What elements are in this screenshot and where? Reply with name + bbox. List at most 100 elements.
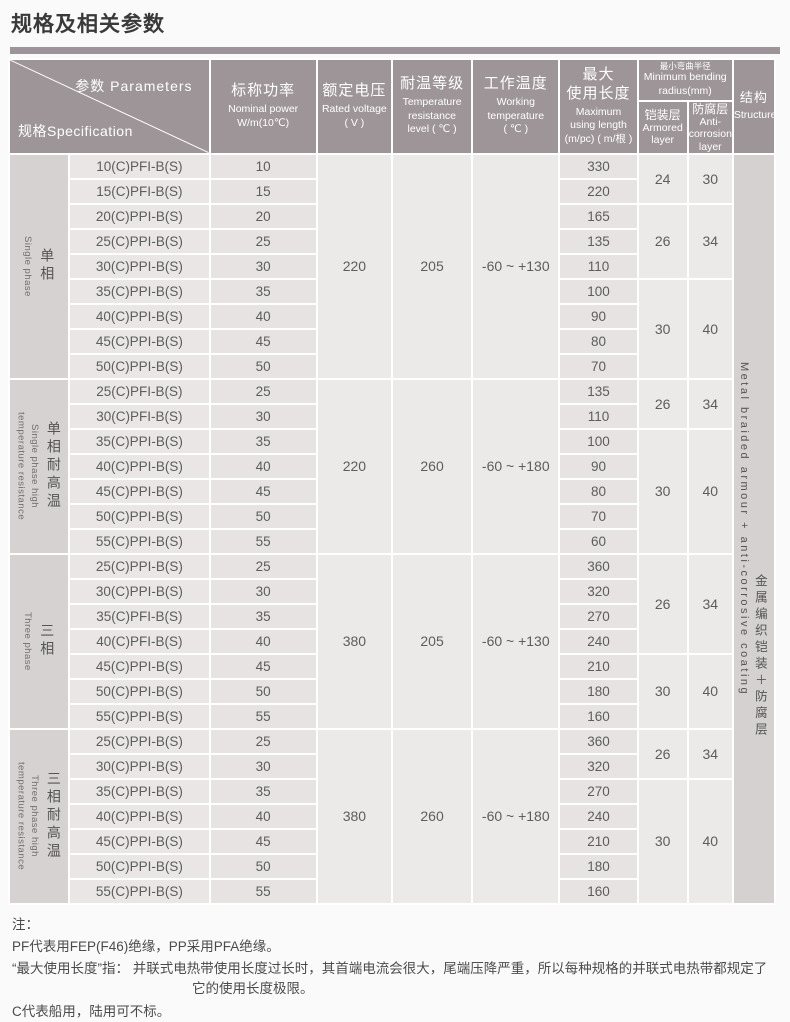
length-cell: 70 (558, 352, 639, 380)
group-label-cn: 三相 (39, 623, 56, 660)
table-row: 50(C)PPI-B(S) 50 70 (9, 502, 775, 530)
length-cell: 320 (558, 752, 639, 780)
header-anticorrosion-layer: 防腐层 Anti- corrosion layer (686, 100, 734, 155)
spec-cell: 30(C)PPI-B(S) (68, 577, 211, 605)
spec-cell: 35(C)PFI-B(S) (68, 602, 211, 630)
table-row: 55(C)PPI-B(S) 55 160 (9, 877, 775, 905)
length-cell: 270 (558, 777, 639, 805)
power-cell: 25 (208, 552, 318, 580)
table-row: 15(C)PFI-B(S) 15 220 (9, 177, 775, 205)
length-cell: 360 (558, 727, 639, 755)
notes-section: 注： PF代表用FEP(F46)绝缘，PP采用PFA绝缘。 “最大使用长度”指：… (12, 915, 778, 1022)
length-cell: 360 (558, 552, 639, 580)
table-row: Single phase 单相 10(C)PFI-B(S) 10 220 205… (7, 152, 777, 905)
anticorrosion-radius-cell: 40 (686, 777, 734, 905)
table-row: 30(C)PPI-B(S) 30 110 (9, 252, 775, 280)
anticorrosion-radius-cell: 30 (686, 152, 734, 205)
anticorrosion-radius-cell: 40 (686, 277, 734, 380)
spec-cell: 45(C)PPI-B(S) (68, 652, 211, 680)
spec-cell: 25(C)PPI-B(S) (68, 727, 211, 755)
length-cell: 90 (558, 452, 639, 480)
spec-cell: 50(C)PPI-B(S) (68, 852, 211, 880)
table-row: Single phase high temperature resistance… (7, 377, 775, 555)
working-temp-cell: -60 ~ +180 (471, 727, 561, 905)
temperature-level-cell: 260 (390, 727, 474, 905)
group-label-three-phase: Three phase 三相 (7, 552, 71, 730)
anticorrosion-radius-cell: 40 (686, 427, 734, 555)
length-cell: 240 (558, 802, 639, 830)
table-row: 20(C)PPI-B(S) 20 165 26 34 (9, 202, 775, 280)
accent-bar (10, 47, 780, 54)
power-cell: 40 (208, 452, 318, 480)
armored-radius-cell: 26 (636, 202, 689, 280)
power-cell: 50 (208, 677, 318, 705)
power-cell: 25 (208, 227, 318, 255)
power-cell: 55 (208, 527, 318, 555)
spec-cell: 40(C)PPI-B(S) (68, 302, 211, 330)
length-cell: 210 (558, 652, 639, 680)
voltage-cell: 380 (315, 727, 393, 905)
group-label-cn: 单相 (39, 248, 56, 285)
armored-radius-cell: 30 (636, 427, 689, 555)
group-label-three-phase-ht: Three phase high temperature resistance … (7, 727, 71, 905)
spec-cell: 40(C)PFI-B(S) (68, 627, 211, 655)
length-cell: 160 (558, 702, 639, 730)
group-label-en: Three phase high temperature resistance (15, 761, 40, 871)
table-row: 45(C)PPI-B(S) 45 210 (9, 827, 775, 855)
power-cell: 50 (208, 502, 318, 530)
table-row: Three phase 三相 25(C)PPI-B(S) 25 380 205 … (7, 552, 775, 730)
table-body: Single phase 单相 10(C)PFI-B(S) 10 220 205… (7, 152, 777, 905)
group-label-cn: 三相耐高温 (45, 771, 62, 862)
armored-radius-cell: 24 (636, 152, 689, 205)
spec-cell: 25(C)PFI-B(S) (68, 377, 211, 405)
anticorrosion-radius-cell: 34 (686, 727, 734, 780)
header-temperature-level-en: Temperature resistance level ( ℃ ) (402, 96, 462, 136)
armored-radius-cell: 26 (636, 377, 689, 430)
header-working-temperature-en: Working temperature ( ℃ ) (487, 96, 545, 136)
length-cell: 180 (558, 677, 639, 705)
table-row: 45(C)PPI-B(S) 45 210 30 40 (9, 652, 775, 730)
table-row: 30(C)PPI-B(S) 30 320 (9, 577, 775, 605)
spec-cell: 45(C)PPI-B(S) (68, 827, 211, 855)
power-cell: 35 (208, 602, 318, 630)
spec-cell: 55(C)PPI-B(S) (68, 702, 211, 730)
spec-cell: 40(C)PPI-B(S) (68, 452, 211, 480)
armored-radius-cell: 30 (636, 277, 689, 380)
corner-parameters-label: 参数 Parameters (75, 78, 193, 94)
spec-cell: 50(C)PPI-B(S) (68, 352, 211, 380)
group-label-single-phase-ht: Single phase high temperature resistance… (7, 377, 71, 555)
spec-cell: 10(C)PFI-B(S) (68, 152, 211, 180)
power-cell: 30 (208, 252, 318, 280)
length-cell: 60 (558, 527, 639, 555)
group-label-single-phase: Single phase 单相 (7, 152, 71, 380)
group-label: Three phase 三相 (11, 612, 67, 671)
length-cell: 80 (558, 327, 639, 355)
spec-cell: 35(C)PPI-B(S) (68, 277, 211, 305)
table-row: 25(C)PPI-B(S) 25 135 (9, 227, 775, 255)
table-row: 50(C)PPI-B(S) 50 180 (9, 852, 775, 880)
header-anticorrosion-layer-en: Anti- corrosion layer (688, 116, 732, 153)
header-anticorrosion-layer-cn: 防腐层 (692, 102, 729, 116)
length-cell: 270 (558, 602, 639, 630)
length-cell: 180 (558, 852, 639, 880)
spec-cell: 25(C)PPI-B(S) (68, 227, 211, 255)
corner-header-cell: 参数 Parameters 规格Specification (8, 58, 211, 155)
header-rated-voltage-cn: 额定电压 (322, 82, 387, 100)
length-cell: 330 (558, 152, 639, 180)
table-row: 35(C)PFI-B(S) 35 270 (9, 602, 775, 630)
power-cell: 25 (208, 377, 318, 405)
header-max-length-en: Maximum using length (m/pc) ( m/根 ) (564, 105, 633, 145)
armored-radius-cell: 30 (636, 652, 689, 730)
spec-cell: 55(C)PPI-B(S) (68, 877, 211, 905)
header-max-length: 最大 使用长度 Maximum using length (m/pc) ( m/… (558, 58, 639, 155)
table-row: 55(C)PPI-B(S) 55 160 (9, 702, 775, 730)
page-title: 规格及相关参数 (11, 13, 165, 36)
spec-cell: 40(C)PPI-B(S) (68, 802, 211, 830)
power-cell: 50 (208, 852, 318, 880)
spec-cell: 25(C)PPI-B(S) (68, 552, 211, 580)
spec-cell: 45(C)PPI-B(S) (68, 477, 211, 505)
power-cell: 55 (208, 877, 318, 905)
note-insulation: PF代表用FEP(F46)绝缘，PP采用PFA绝缘。 (12, 938, 280, 954)
power-cell: 20 (208, 202, 318, 230)
table-row: 50(C)PPI-B(S) 50 70 (9, 352, 775, 380)
